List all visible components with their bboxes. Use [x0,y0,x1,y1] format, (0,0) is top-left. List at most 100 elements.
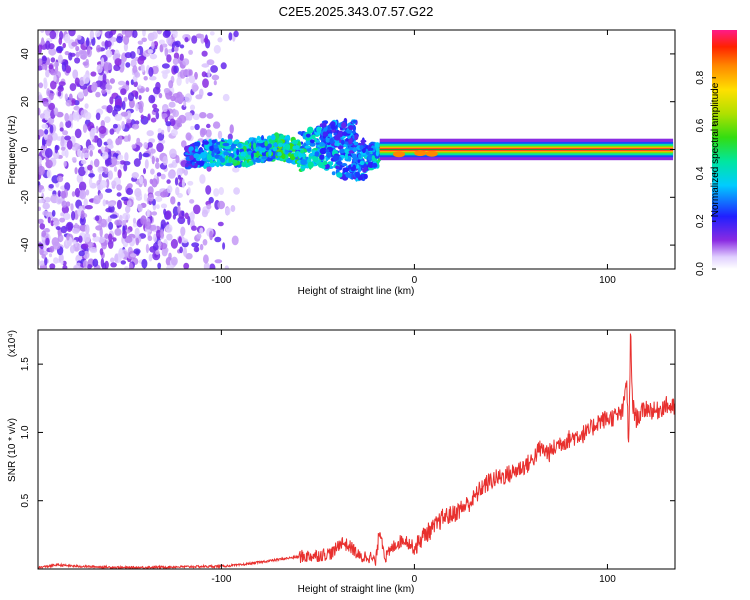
noise-speckle [120,111,129,117]
noise-speckle [165,224,173,233]
noise-speckle [177,205,181,214]
noise-speckle [174,40,181,48]
noise-speckle [62,212,71,220]
noise-speckle [212,121,221,129]
noise-speckle [134,71,141,78]
noise-speckle [140,114,144,120]
noise-speckle [100,120,106,128]
noise-speckle [193,204,201,215]
signal-blob [328,133,333,138]
noise-speckle [156,172,162,177]
noise-speckle [177,174,182,180]
noise-speckle [145,243,149,254]
noise-speckle [123,164,128,172]
noise-speckle [74,100,80,106]
noise-speckle [151,211,158,216]
colorbar-tick-label: 0.8 [695,70,706,84]
noise-speckle [41,64,46,70]
noise-speckle [209,263,216,269]
noise-speckle [162,155,168,166]
noise-speckle [143,168,146,175]
noise-speckle [105,188,113,193]
x-tick-label: 100 [599,275,616,286]
signal-blob [302,134,306,140]
signal-blob [241,161,246,168]
noise-speckle [94,30,101,37]
noise-speckle [84,232,91,243]
noise-speckle [44,148,53,158]
noise-speckle [68,93,73,102]
noise-speckle [155,196,163,202]
noise-speckle [166,179,171,184]
noise-speckle [133,158,141,167]
snr-y-axis-label: SNR (10 * v/v) [7,418,18,482]
noise-speckle [89,247,98,252]
signal-blob [255,152,260,158]
noise-speckle [86,37,90,47]
noise-speckle [222,242,226,250]
noise-speckle [117,154,124,161]
noise-speckle [61,190,67,199]
noise-speckle [205,185,212,195]
y-tick-label: 20 [20,96,31,108]
noise-speckle [184,37,189,43]
noise-speckle [74,167,78,175]
noise-speckle [48,64,54,70]
noise-speckle [95,91,101,98]
signal-blob [250,152,254,159]
noise-speckle [56,175,64,183]
noise-speckle [118,135,123,145]
noise-speckle [98,125,107,134]
noise-speckle [104,233,109,239]
noise-speckle [53,257,59,264]
noise-speckle [140,215,147,225]
noise-speckle [170,129,178,137]
signal-blob [270,134,276,141]
noise-speckle [199,112,207,119]
noise-speckle [126,118,132,124]
signal-blob [200,152,207,159]
noise-speckle [147,113,151,121]
noise-speckle [165,121,172,127]
noise-speckle [156,30,163,35]
noise-speckle [170,196,176,205]
noise-speckle [116,127,120,134]
noise-speckle [177,201,181,207]
noise-speckle [230,205,236,212]
noise-speckle [60,146,66,151]
noise-speckle [49,263,56,269]
noise-speckle [173,46,179,52]
noise-speckle [217,37,223,43]
noise-speckle [167,170,176,179]
noise-speckle [178,236,182,244]
noise-speckle [182,58,190,66]
noise-speckle [59,235,64,241]
noise-speckle [62,265,68,269]
noise-speckle [64,33,71,44]
noise-speckle [79,216,86,226]
noise-speckle [183,169,188,176]
noise-speckle [79,189,87,200]
noise-speckle [155,111,160,120]
noise-speckle [179,69,186,79]
noise-speckle [166,264,174,269]
noise-speckle [120,260,127,265]
noise-speckle [113,104,122,112]
noise-speckle [48,47,57,56]
noise-speckle [114,219,123,226]
noise-speckle [164,30,171,37]
noise-speckle [120,88,127,96]
noise-speckle [151,41,155,50]
noise-speckle [191,82,199,93]
signal-blob [319,154,325,161]
noise-speckle [84,112,92,120]
noise-speckle [106,84,113,90]
x-tick-label: 0 [412,574,418,585]
noise-speckle [88,144,95,151]
noise-speckle [60,212,65,217]
noise-speckle [87,164,93,171]
noise-speckle [134,187,142,198]
noise-speckle [76,173,84,184]
signal-blob [264,140,268,147]
noise-speckle [206,59,215,66]
